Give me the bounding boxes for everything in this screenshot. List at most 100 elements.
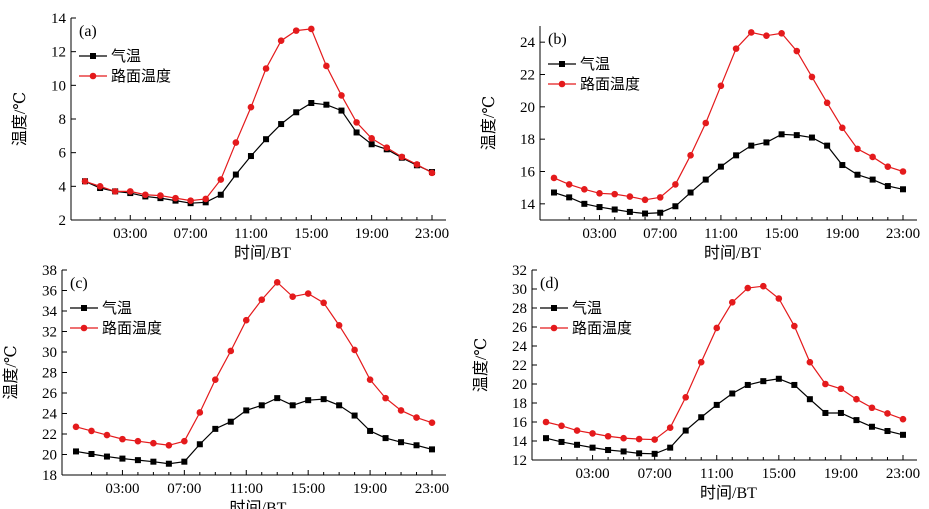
x-tick-label: 15:00 — [762, 466, 796, 482]
data-point-road-temp — [884, 163, 892, 170]
data-point-road-temp — [822, 380, 829, 388]
data-point-air-temp — [713, 401, 720, 408]
data-point-road-temp — [258, 296, 266, 304]
data-point-air-temp — [353, 129, 360, 136]
legend-marker — [558, 80, 566, 88]
data-point-air-temp — [278, 121, 285, 128]
data-point-air-temp — [748, 142, 755, 149]
data-point-air-temp — [181, 458, 188, 465]
data-point-air-temp — [543, 435, 549, 442]
x-tick-label: 07:00 — [638, 466, 672, 482]
data-point-air-temp — [212, 425, 219, 432]
data-point-road-temp — [839, 124, 846, 132]
panel-label: (d) — [540, 275, 559, 292]
data-point-air-temp — [763, 139, 770, 146]
y-tick-label: 32 — [512, 263, 527, 279]
legend-label: 气温 — [102, 299, 132, 317]
x-tick-label: 19:00 — [824, 466, 858, 482]
data-point-air-temp — [263, 136, 270, 143]
data-point-air-temp — [589, 444, 596, 451]
data-point-road-temp — [413, 161, 421, 168]
x-axis-title: 时间/BT — [234, 244, 291, 262]
data-point-air-temp — [702, 176, 709, 183]
data-point-air-temp — [651, 450, 658, 457]
data-point-road-temp — [351, 346, 358, 354]
data-point-road-temp — [227, 347, 235, 355]
data-point-road-temp — [134, 437, 142, 445]
data-point-air-temp — [429, 446, 435, 453]
data-point-air-temp — [760, 378, 767, 385]
x-tick-label: 19:00 — [353, 481, 387, 497]
data-point-air-temp — [103, 453, 110, 460]
data-point-road-temp — [823, 99, 831, 107]
y-tick-label: 28 — [512, 301, 527, 317]
data-point-air-temp — [232, 171, 239, 178]
x-tick-label: 15:00 — [291, 481, 325, 497]
y-tick-label: 14 — [512, 434, 528, 450]
data-point-air-temp — [900, 431, 906, 438]
x-tick-label: 19:00 — [825, 226, 859, 242]
legend-marker — [551, 305, 557, 311]
data-point-road-temp — [837, 385, 845, 393]
data-point-road-temp — [428, 419, 436, 427]
data-point-road-temp — [308, 25, 315, 33]
data-point-road-temp — [589, 430, 596, 437]
y-tick-label: 22 — [42, 427, 57, 443]
data-point-air-temp — [150, 458, 157, 465]
data-point-air-temp — [551, 189, 557, 196]
data-point-air-temp — [119, 455, 126, 462]
x-tick-label: 11:00 — [229, 481, 263, 497]
data-point-air-temp — [247, 153, 254, 160]
data-point-air-temp — [605, 447, 612, 454]
chart-panel-b: 14 16 18 20 22 24 03:00 07:00 11:00 15:00 19:00 23:… — [480, 26, 920, 262]
y-tick-label: 10 — [51, 78, 66, 94]
data-point-road-temp — [212, 376, 219, 383]
y-tick-label: 22 — [520, 68, 535, 84]
data-point-air-temp — [667, 444, 674, 451]
data-point-road-temp — [165, 441, 173, 449]
data-point-air-temp — [293, 109, 300, 116]
data-point-air-temp — [227, 418, 234, 425]
y-tick-label: 20 — [512, 377, 527, 393]
y-axis-title: 温度/℃ — [472, 338, 490, 392]
y-tick-label: 8 — [59, 112, 67, 128]
legend-label: 气温 — [111, 47, 141, 65]
data-point-air-temp — [336, 402, 343, 409]
data-point-air-temp — [217, 191, 224, 198]
data-point-air-temp — [808, 134, 815, 141]
x-axis-title: 时间/BT — [704, 244, 761, 262]
data-point-road-temp — [884, 410, 891, 417]
data-point-road-temp — [869, 153, 876, 161]
x-tick-label: 23:00 — [415, 226, 449, 242]
data-point-road-temp — [96, 183, 104, 190]
y-tick-label: 6 — [59, 146, 67, 162]
data-point-road-temp — [550, 174, 558, 182]
data-point-road-temp — [620, 434, 627, 442]
data-point-air-temp — [566, 194, 573, 201]
data-point-road-temp — [775, 295, 783, 302]
data-point-road-temp — [262, 65, 270, 72]
panel-label: (a) — [79, 23, 97, 40]
legend-label: 气温 — [580, 55, 610, 73]
data-point-road-temp — [853, 395, 860, 403]
y-tick-label: 14 — [520, 197, 536, 213]
x-tick-label: 11:00 — [234, 226, 268, 242]
data-point-road-temp — [697, 358, 705, 366]
data-point-road-temp — [247, 103, 255, 111]
data-point-road-temp — [717, 82, 725, 90]
data-point-road-temp — [747, 29, 755, 36]
y-axis-title: 温度/℃ — [11, 92, 29, 146]
data-point-air-temp — [884, 183, 891, 190]
y-tick-label: 26 — [512, 320, 528, 336]
data-point-road-temp — [793, 47, 801, 55]
data-point-air-temp — [202, 199, 209, 206]
y-tick-label: 36 — [42, 284, 58, 300]
data-point-road-temp — [119, 435, 126, 443]
x-tick-label: 03:00 — [575, 466, 609, 482]
data-point-air-temp — [243, 407, 250, 414]
data-point-air-temp — [778, 131, 785, 138]
data-point-air-temp — [822, 409, 829, 416]
data-point-air-temp — [806, 396, 813, 403]
data-point-air-temp — [837, 409, 844, 416]
